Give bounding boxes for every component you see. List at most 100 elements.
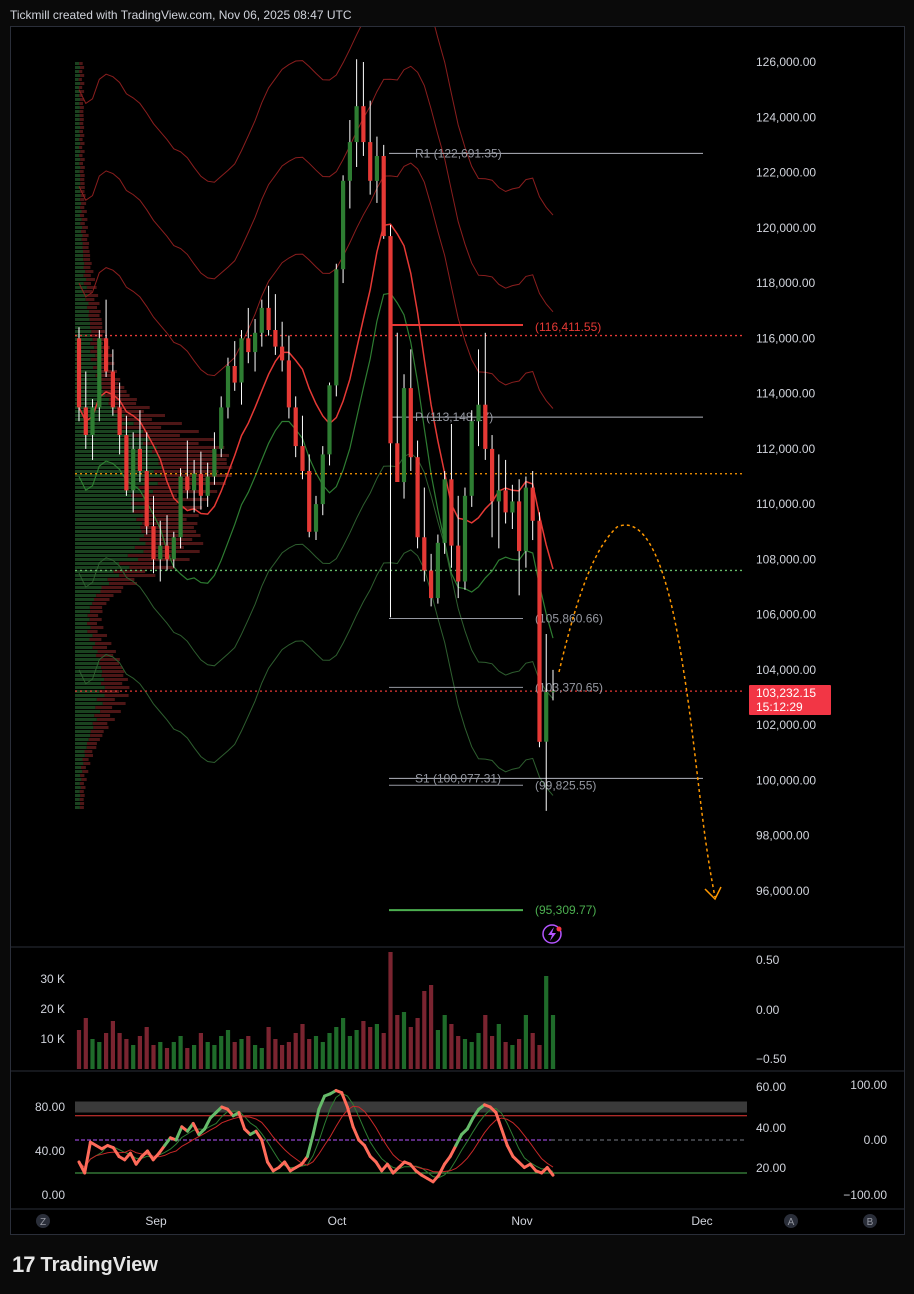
volume-profile-bar-down	[80, 166, 85, 169]
volume-profile-bar-up	[75, 178, 81, 181]
candle-body	[388, 236, 393, 444]
volume-bar	[239, 1039, 244, 1069]
volume-profile-bar-down	[138, 558, 190, 561]
volume-profile-bar-up	[75, 650, 98, 653]
volume-profile-bar-up	[75, 470, 154, 473]
volume-profile-bar-down	[148, 498, 209, 501]
volume-profile-bar-up	[75, 518, 137, 521]
volume-profile-bar-down	[84, 754, 93, 757]
volume-profile-bar-down	[161, 474, 232, 477]
volume-profile-bar-up	[75, 298, 86, 301]
volume-profile-bar-down	[141, 530, 197, 533]
volume-profile-bar-down	[132, 434, 180, 437]
volume-profile-bar-down	[86, 286, 97, 289]
oscillator-main-segment	[174, 1125, 184, 1142]
volume-profile-bar-up	[75, 62, 80, 65]
volume-profile-bar-down	[92, 634, 107, 637]
volume-profile-bar-down	[80, 206, 85, 209]
oscillator-main-segment	[311, 1107, 321, 1136]
oscillator-main-segment	[454, 1133, 464, 1147]
volume-profile-bar-up	[75, 234, 83, 237]
volume-profile-bar-down	[79, 102, 83, 105]
volume-profile-bar-down	[79, 146, 83, 149]
forecast-arrow-path	[558, 524, 716, 898]
volume-profile-bar-down	[80, 774, 85, 777]
volume-profile-bar-down	[79, 782, 84, 785]
volume-profile-bar-down	[119, 574, 156, 577]
volume-profile-bar-down	[80, 786, 86, 789]
volume-profile-bar-down	[122, 426, 162, 429]
price-tick-label: 104,000.00	[756, 663, 816, 677]
volume-profile-bar-down	[79, 86, 83, 89]
volume-profile-bar-down	[79, 110, 84, 113]
volume-profile-bar-up	[75, 422, 134, 425]
volume-profile-bar-down	[90, 350, 103, 353]
candle-body	[76, 338, 82, 408]
volume-profile-bar-down	[133, 510, 181, 513]
volume-profile-bar-up	[75, 126, 80, 129]
volume-bar	[280, 1045, 285, 1069]
svg-text:Z: Z	[40, 1217, 46, 1228]
volume-profile-bar-up	[75, 694, 105, 697]
price-tick-label: 102,000.00	[756, 718, 816, 732]
volume-bar	[273, 1039, 278, 1069]
volume-profile-bar-up	[75, 382, 99, 385]
volume-profile-bar-up	[75, 398, 109, 401]
volume-profile-bar-down	[94, 598, 110, 601]
candle-body	[408, 388, 413, 458]
pivot-label-2: S1 (100,077.31)	[415, 771, 501, 785]
volume-profile-bar-down	[80, 182, 85, 185]
volume-bar	[178, 1036, 183, 1069]
volume-profile-bar-down	[80, 198, 85, 201]
volume-profile-bar-down	[92, 646, 107, 649]
volume-profile-bar-down	[83, 762, 91, 765]
volume-profile-bar-down	[131, 494, 177, 497]
volume-profile-bar-down	[81, 218, 88, 221]
oscillator-right-tick-1: 40.00	[756, 1121, 786, 1135]
candle-body	[422, 537, 427, 571]
oscillator-main-segment	[305, 1133, 315, 1158]
volume-profile-bar-up	[75, 634, 93, 637]
candle-body	[341, 180, 346, 270]
tradingview-logo-icon[interactable]: 17	[12, 1252, 36, 1277]
volume-profile-bar-up	[75, 534, 144, 537]
oscillator-main-segment	[545, 1166, 555, 1177]
volume-profile-bar-up	[75, 766, 81, 769]
volume-tick-label: 10 K	[40, 1032, 65, 1046]
volume-profile-bar-up	[75, 122, 80, 125]
volume-tick-label: 20 K	[40, 1002, 65, 1016]
forecast-arrow-head	[704, 886, 722, 901]
volume-profile-bar-up	[75, 338, 93, 341]
volume-profile-bar-up	[75, 378, 100, 381]
momentum-tick-label: 0.00	[756, 1003, 780, 1017]
footer-brand[interactable]: TradingView	[40, 1253, 158, 1276]
volume-profile-bar-up	[75, 778, 82, 781]
svg-text:A: A	[788, 1217, 795, 1228]
volume-profile-bar-down	[133, 422, 182, 425]
volume-profile-bar-up	[75, 734, 91, 737]
volume-profile-bar-up	[75, 730, 91, 733]
oscillator-main-segment	[203, 1116, 212, 1131]
volume-profile-bar-down	[131, 502, 178, 505]
axis-icon-z[interactable]: Z	[36, 1214, 50, 1228]
level-label-3: (99,825.55)	[535, 778, 596, 792]
volume-profile-bar-up	[75, 90, 80, 93]
candle-body	[483, 404, 488, 449]
band-lower-0	[78, 452, 554, 700]
volume-profile-bar-down	[113, 570, 146, 573]
lightning-icon[interactable]	[542, 924, 562, 944]
candle-body	[320, 454, 325, 505]
volume-profile-bar-down	[89, 618, 102, 621]
chart-svg[interactable]: R1 (122,691.35) P (113,148.17) S1 (100,077…	[11, 0, 904, 1234]
volume-profile-bar-up	[75, 74, 81, 77]
volume-bar	[503, 1042, 508, 1069]
volume-bar	[293, 1033, 298, 1069]
volume-bar	[388, 952, 393, 1069]
axis-icon-b[interactable]: B	[863, 1214, 877, 1228]
oscillator-main-segment	[465, 1116, 475, 1131]
svg-text:B: B	[867, 1217, 874, 1228]
volume-bar	[124, 1039, 129, 1069]
axis-icon-a[interactable]: A	[784, 1214, 798, 1228]
volume-bar	[435, 1030, 440, 1069]
volume-profile-bar-down	[144, 506, 203, 509]
